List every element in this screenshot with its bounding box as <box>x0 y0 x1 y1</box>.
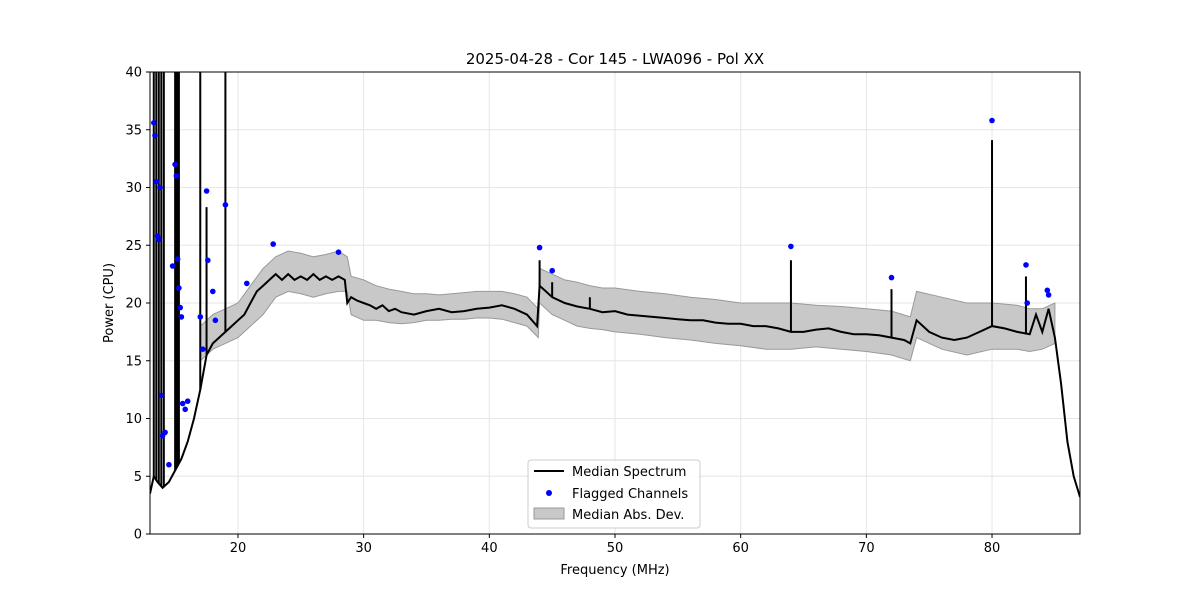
flagged-channel-point <box>1023 262 1029 268</box>
flagged-channel-point <box>182 406 188 413</box>
flagged-channel-point <box>174 256 181 262</box>
flagged-channel-point <box>549 267 555 274</box>
y-axis: 0 5 10 15 20 25 30 35 40 <box>125 66 150 543</box>
flagged-channel-point <box>203 188 210 194</box>
x-axis: 20 30 40 50 60 70 80 <box>230 534 1001 556</box>
y-tick-label: 5 <box>134 470 142 485</box>
flagged-channel-point <box>162 429 168 436</box>
y-tick-label: 0 <box>134 528 142 543</box>
flagged-channel-point <box>270 241 277 247</box>
flagged-channel-point <box>184 398 191 405</box>
x-tick-label: 20 <box>230 541 247 556</box>
y-tick-label: 15 <box>125 354 142 369</box>
legend-box <box>527 459 701 529</box>
legend-label-mad: Median Abs. Dev. <box>572 508 684 523</box>
y-tick-label: 10 <box>125 412 142 427</box>
flagged-channel-point <box>176 285 182 291</box>
flagged-channel-point <box>200 346 206 353</box>
flagged-channel-point <box>156 236 162 243</box>
legend: Median Spectrum Flagged Channels Median … <box>527 459 701 529</box>
y-tick-label: 20 <box>125 297 142 312</box>
y-tick-label: 25 <box>125 239 142 254</box>
flagged-channel-point <box>178 314 185 320</box>
y-tick-label: 35 <box>125 123 142 138</box>
flagged-channel-point <box>205 257 211 264</box>
flagged-channel-point <box>169 263 176 269</box>
y-tick-label: 30 <box>125 181 142 196</box>
x-axis-label: Frequency (MHz) <box>560 563 669 578</box>
flagged-channel-point <box>335 249 342 255</box>
flagged-channel-point <box>989 117 995 124</box>
flagged-channel-point <box>536 244 543 251</box>
median-spectrum-line <box>150 272 1080 498</box>
flagged-channel-point <box>197 314 204 320</box>
flagged-channel-point <box>788 243 794 250</box>
x-tick-label: 80 <box>984 541 1001 556</box>
flagged-channel-point <box>151 120 157 126</box>
flagged-channel-point <box>157 184 163 191</box>
chart-title: 2025-04-28 - Cor 145 - LWA096 - Pol XX <box>466 50 764 68</box>
flagged-channel-point <box>152 132 158 139</box>
flagged-channel-point <box>177 304 183 311</box>
x-tick-label: 40 <box>481 541 498 556</box>
legend-band-swatch <box>533 507 565 520</box>
flagged-channel-point <box>888 274 895 281</box>
flagged-channel-point <box>1024 300 1030 306</box>
legend-label-flagged: Flagged Channels <box>572 487 688 502</box>
x-tick-label: 60 <box>732 541 749 556</box>
flagged-channel-point <box>153 178 160 185</box>
flagged-channel-point <box>222 202 229 208</box>
flagged-channel-point <box>212 317 219 324</box>
y-axis-label: Power (CPU) <box>102 263 117 343</box>
flagged-channel-point <box>210 288 216 295</box>
flagged-channel-point <box>1044 287 1051 294</box>
x-tick-label: 70 <box>858 541 875 556</box>
legend-point-swatch <box>546 490 552 496</box>
flagged-channel-point <box>1045 292 1052 298</box>
x-tick-label: 50 <box>607 541 624 556</box>
y-tick-label: 40 <box>125 66 142 81</box>
flagged-channel-point <box>166 461 172 468</box>
x-tick-label: 30 <box>355 541 372 556</box>
flagged-channel-point <box>173 173 180 179</box>
flagged-channel-point <box>179 400 186 407</box>
flagged-points-layer <box>151 117 1052 468</box>
flagged-channel-point <box>172 161 178 168</box>
flagged-channel-point <box>244 280 250 287</box>
legend-label-median: Median Spectrum <box>572 465 686 480</box>
flagged-channel-point <box>158 392 165 399</box>
median-line-layer <box>150 72 1080 498</box>
